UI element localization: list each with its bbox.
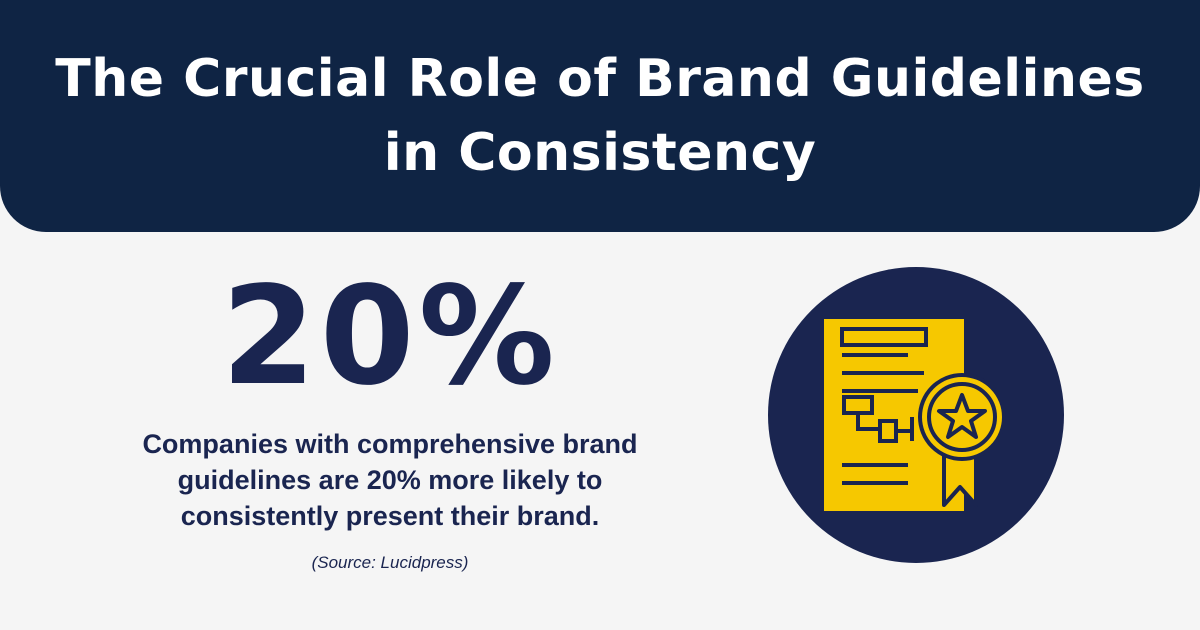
award-medal bbox=[918, 373, 1006, 461]
stat-value: 20% bbox=[221, 258, 559, 416]
stat-description: Companies with comprehensive brand guide… bbox=[142, 429, 638, 531]
award-medal-ring bbox=[927, 382, 997, 452]
star-icon bbox=[937, 393, 987, 439]
stat-block: 20% Companies with comprehensive brand g… bbox=[90, 262, 690, 574]
header-banner: The Crucial Role of Brand Guidelines in … bbox=[0, 0, 1200, 232]
certificate-award-icon bbox=[768, 267, 1064, 563]
source-citation: (Source: Lucidpress) bbox=[311, 553, 469, 572]
document-title-bar bbox=[840, 327, 928, 347]
diagram-connector bbox=[856, 413, 880, 431]
page-title: The Crucial Role of Brand Guidelines in … bbox=[55, 49, 1145, 183]
